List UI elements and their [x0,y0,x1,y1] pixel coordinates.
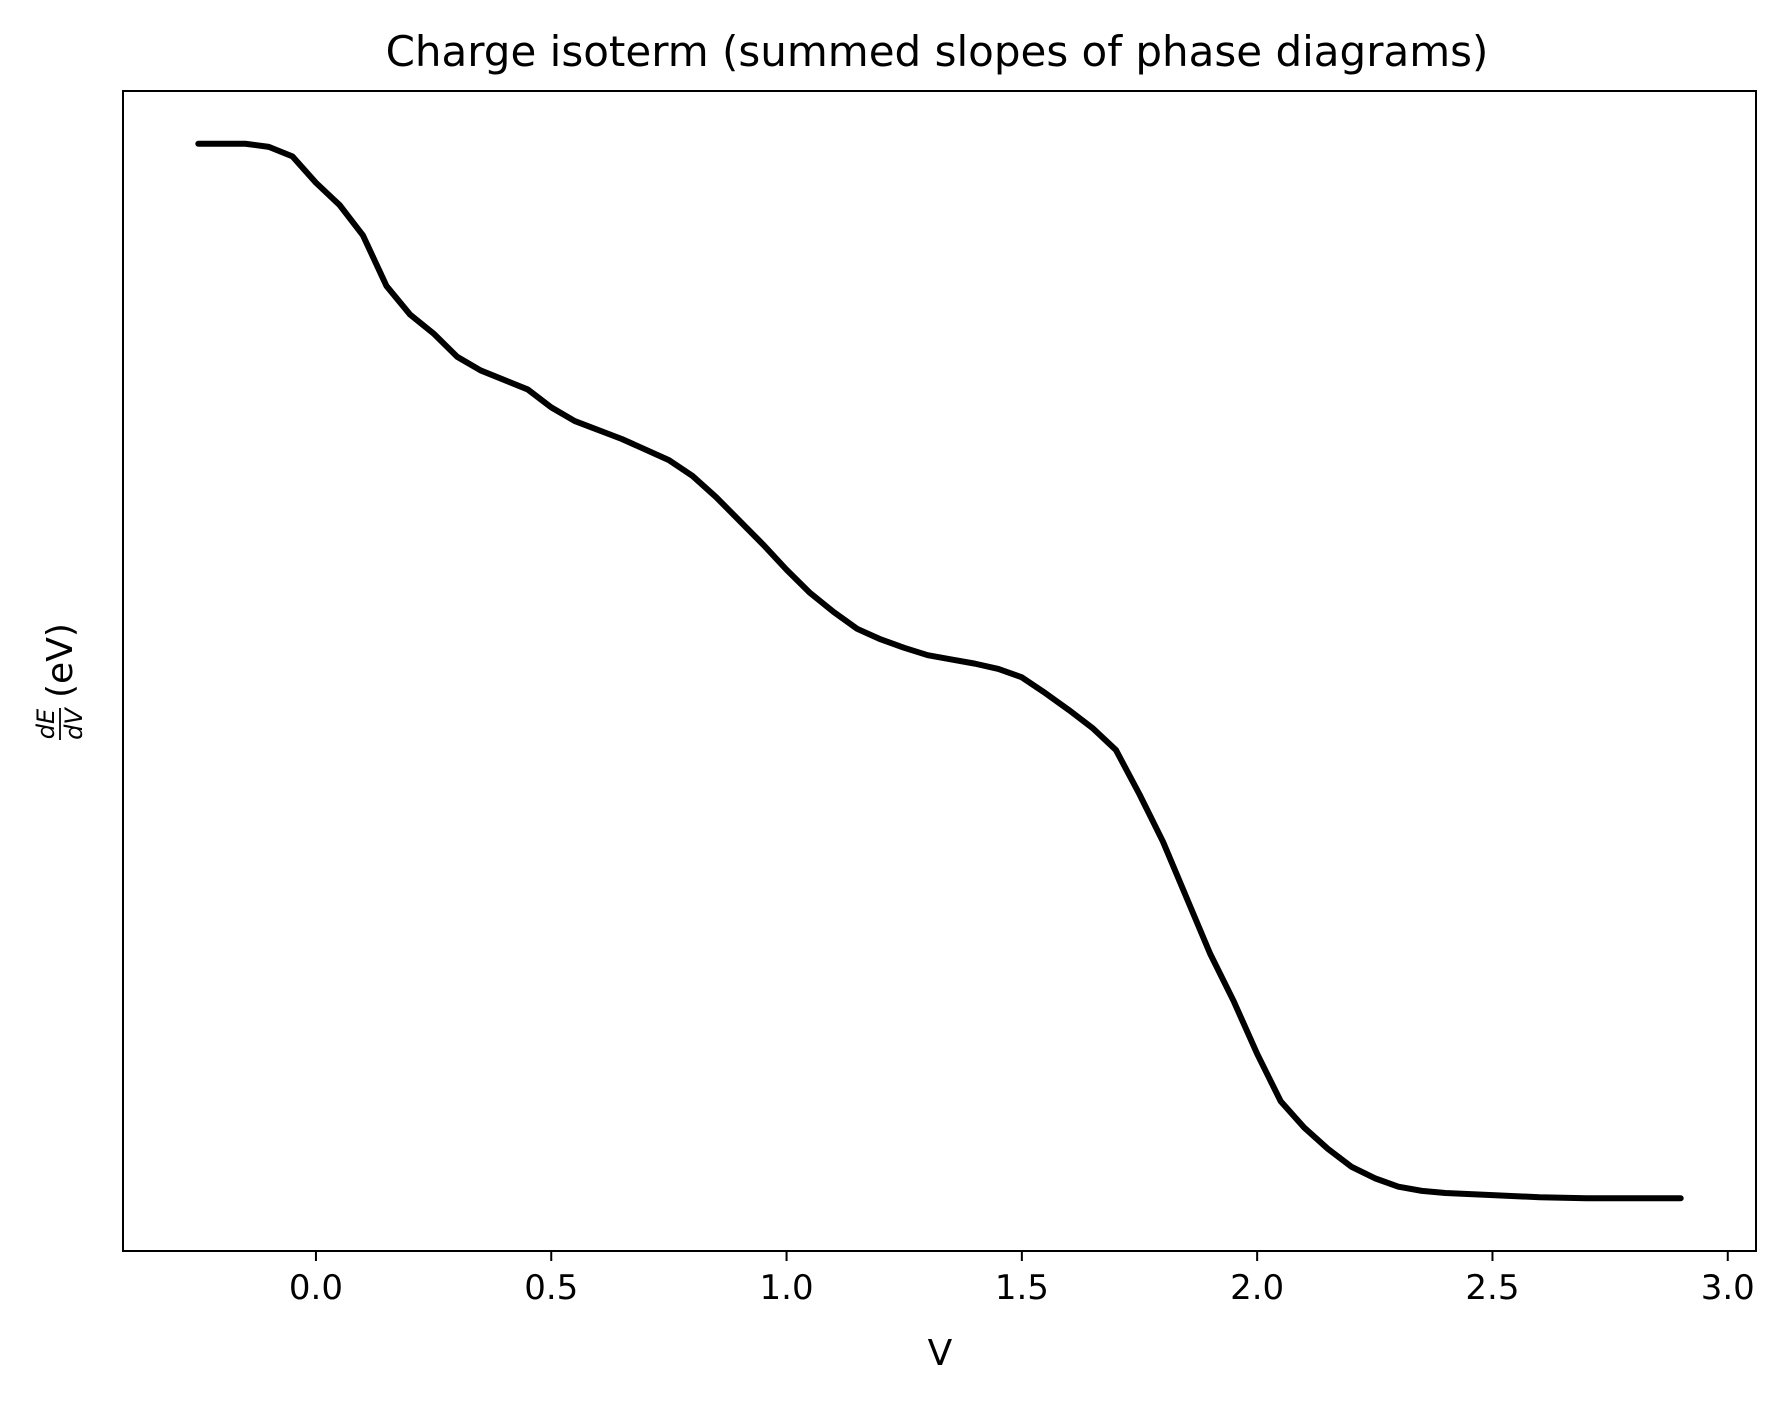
x-tick-label: 2.5 [1465,1268,1519,1308]
x-tick-label: 1.5 [995,1268,1049,1308]
chart-title: Charge isoterm (summed slopes of phase d… [386,27,1489,76]
series-line [195,140,1684,1202]
x-tick-label: 0.5 [524,1268,578,1308]
plot-area [122,90,1757,1252]
y-axis-label-numerator: dE [32,708,60,739]
x-tick-label: 1.0 [760,1268,814,1308]
x-tick-label: 3.0 [1701,1268,1755,1308]
y-axis-label-unit: (eV) [40,623,81,698]
x-axis-label: V [928,1333,953,1374]
x-tick-label: 0.0 [289,1268,343,1308]
axes-frame [122,90,1757,1252]
y-axis-label: dE dV (eV) [32,623,88,740]
x-axis-ticks: 0.0 0.5 1.0 1.5 2.0 2.5 3.0 [289,1251,1755,1308]
x-tick-label: 2.0 [1230,1268,1284,1308]
y-axis-label-denominator: dV [60,707,88,740]
